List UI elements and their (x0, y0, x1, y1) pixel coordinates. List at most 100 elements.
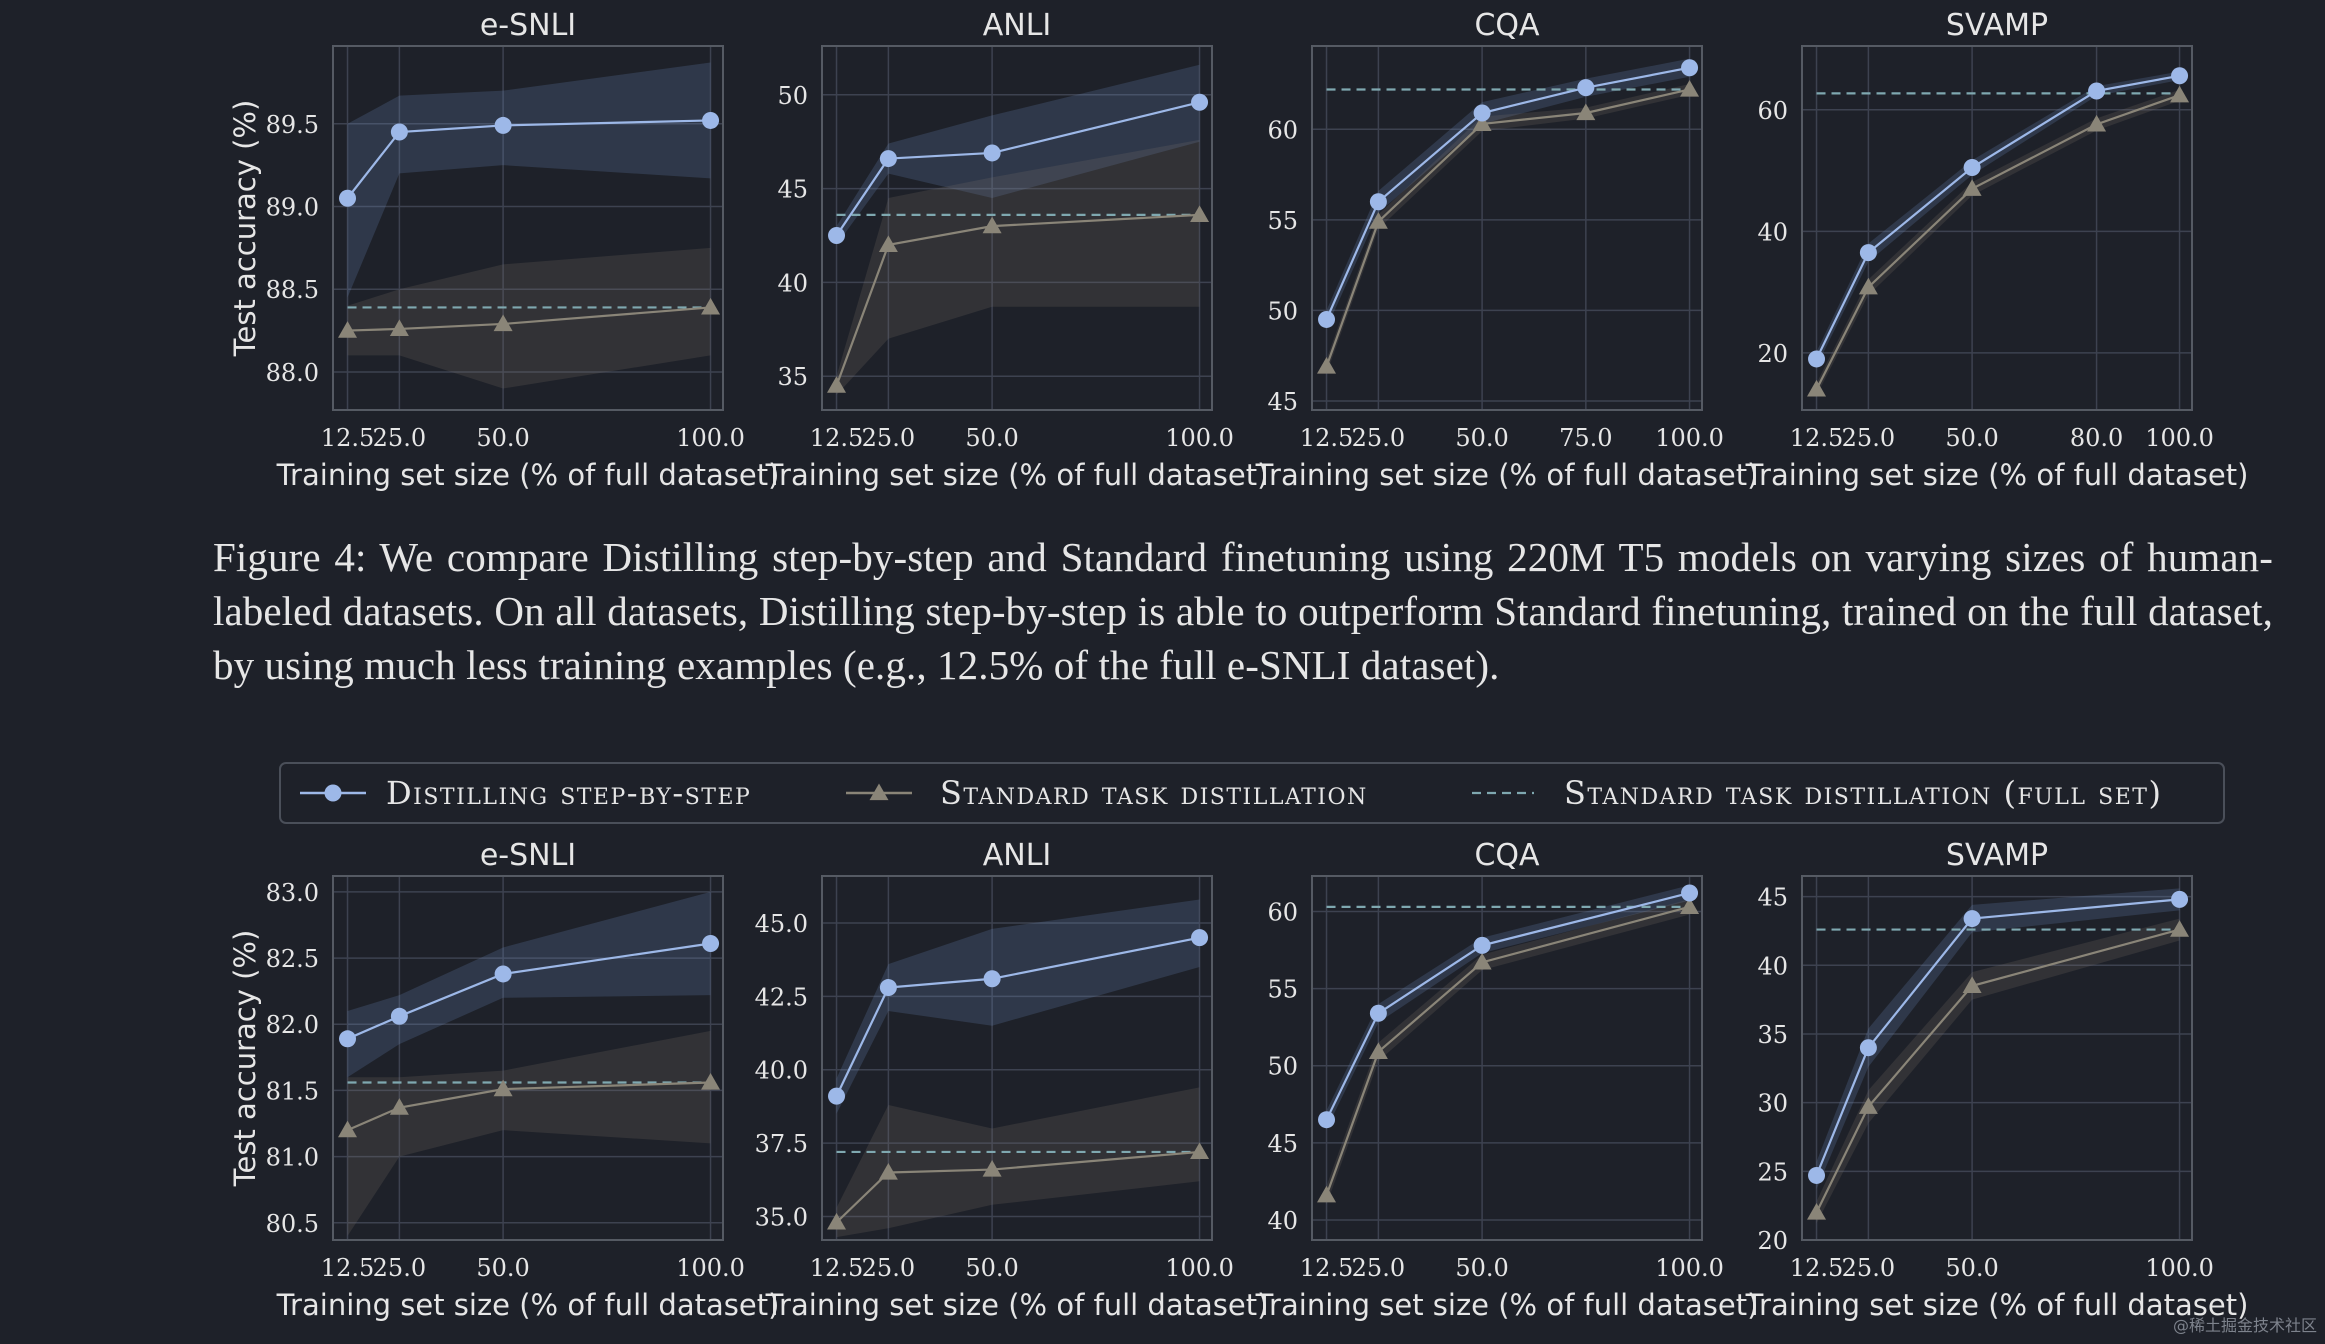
distill-data-point (2171, 67, 2189, 85)
x-tick-label: 25.0 (862, 424, 915, 452)
standard-data-point (1368, 1042, 1388, 1059)
x-tick-label: 25.0 (1352, 1254, 1405, 1282)
legend-item-triangle: Standard task distillation (846, 774, 1366, 812)
x-tick-label: 100.0 (1165, 1254, 1234, 1282)
distill-series-line (1325, 891, 1690, 1121)
standard-data-point (1576, 103, 1596, 121)
distill-data-point (1191, 929, 1209, 947)
y-tick-label: 82.5 (266, 945, 319, 973)
plot-frame (1311, 875, 1703, 1241)
standard-data-point (2170, 920, 2190, 937)
x-tick-label: 12.5 (1790, 1254, 1843, 1282)
confidence-band (836, 899, 1200, 1114)
x-tick-label: 100.0 (1165, 424, 1234, 452)
chart-title: SVAMP (1946, 8, 2048, 43)
distill-series-line (346, 119, 711, 199)
x-tick-label: 75.0 (1559, 424, 1612, 452)
y-tick-label: 60 (1267, 116, 1298, 144)
standard-series-line (347, 1081, 711, 1132)
distill-series-line (347, 942, 711, 1040)
standard-data-point (1368, 212, 1388, 229)
chart-title: CQA (1474, 838, 1540, 873)
distill-data-point (1808, 1166, 1826, 1184)
x-tick-label: 100.0 (676, 424, 745, 452)
y-tick-label: 40 (777, 269, 808, 297)
y-axis-label: Test accuracy (%) (228, 100, 262, 358)
y-tick-label: 88.0 (266, 359, 319, 387)
standard-data-point (1962, 976, 1982, 994)
distill-data-point (702, 935, 720, 953)
distill-series-line (835, 101, 1200, 237)
distill-data-point (1369, 193, 1387, 211)
x-tick-label: 50.0 (476, 424, 529, 452)
distill-series-line (835, 936, 1200, 1097)
figure-4-caption-text: Figure 4: We compare Distilling step-by-… (213, 534, 2273, 688)
x-tick-label: 80.0 (2070, 424, 2123, 452)
legend-item-circle: Distilling step-by-step (300, 774, 751, 812)
x-tick-label: 100.0 (676, 1254, 745, 1282)
x-tick-label: 100.0 (1655, 424, 1724, 452)
distill-data-point (983, 144, 1001, 162)
standard-series-line (1325, 905, 1690, 1196)
y-tick-label: 60 (1757, 97, 1788, 125)
x-tick-label: 100.0 (2145, 424, 2214, 452)
x-tick-label: 12.5 (1300, 1254, 1353, 1282)
plot-frame (1311, 45, 1703, 411)
standard-series-line (835, 213, 1200, 386)
y-tick-label: 83.0 (266, 879, 319, 907)
distill-data-point (879, 979, 897, 997)
y-tick-label: 89.0 (266, 193, 319, 221)
standard-series-line (1815, 928, 2180, 1214)
x-tick-label: 50.0 (965, 424, 1018, 452)
y-tick-label: 45 (1267, 388, 1298, 416)
distill-data-point (828, 1087, 846, 1105)
x-tick-label: 25.0 (373, 1254, 426, 1282)
distill-data-point (1859, 244, 1877, 262)
y-tick-label: 89.5 (266, 111, 319, 139)
y-tick-label: 30 (1757, 1090, 1788, 1118)
distill-data-point (1318, 310, 1336, 328)
standard-data-point (1472, 952, 1492, 970)
distill-data-point (1963, 159, 1981, 177)
plot-frame (332, 875, 724, 1241)
confidence-band (1326, 899, 1690, 1205)
standard-data-point (982, 216, 1002, 234)
x-tick-label: 12.5 (1790, 424, 1843, 452)
chart-panel-top-svamp: 20 40 60 12.525.0 50.0 80.0 100.0 SVAMP Training… (1745, 8, 2249, 492)
standard-data-point (2087, 114, 2107, 132)
x-tick-label: 12.5 (810, 1254, 863, 1282)
distill-series-line (1815, 898, 2180, 1176)
confidence-band (347, 247, 711, 389)
y-tick-label: 50 (1267, 1053, 1298, 1081)
y-tick-label: 37.5 (755, 1130, 808, 1158)
x-axis-label: Training set size (% of full dataset) (276, 458, 780, 492)
x-tick-label: 50.0 (1945, 424, 1998, 452)
y-axis-label: Test accuracy (%) (228, 930, 262, 1188)
chart-title: ANLI (983, 838, 1052, 873)
confidence-band (836, 64, 1200, 245)
standard-data-point (338, 1120, 358, 1138)
y-tick-label: 40.0 (755, 1057, 808, 1085)
confidence-band (347, 62, 711, 298)
standard-data-point (1190, 205, 1210, 222)
y-tick-label: 88.5 (266, 276, 319, 304)
standard-data-point (1680, 897, 1700, 914)
standard-data-point (1807, 1203, 1827, 1220)
plot-frame (1801, 875, 2193, 1241)
standard-data-point (2170, 85, 2190, 103)
plot-frame (332, 45, 724, 411)
y-tick-label: 80.5 (266, 1210, 319, 1238)
y-tick-label: 45 (1757, 884, 1788, 912)
y-tick-label: 40 (1267, 1207, 1298, 1235)
plot-frame (1801, 45, 2193, 411)
legend-label: Distilling step-by-step (386, 774, 751, 812)
x-tick-label: 50.0 (1455, 1254, 1508, 1282)
y-tick-label: 81.0 (266, 1144, 319, 1172)
standard-data-point (493, 1079, 513, 1097)
x-tick-label: 12.5 (810, 424, 863, 452)
standard-data-point (1680, 79, 1700, 97)
distill-data-point (1473, 104, 1491, 122)
y-tick-label: 20 (1757, 1227, 1788, 1255)
x-axis-label: Training set size (% of full dataset) (765, 458, 1269, 492)
